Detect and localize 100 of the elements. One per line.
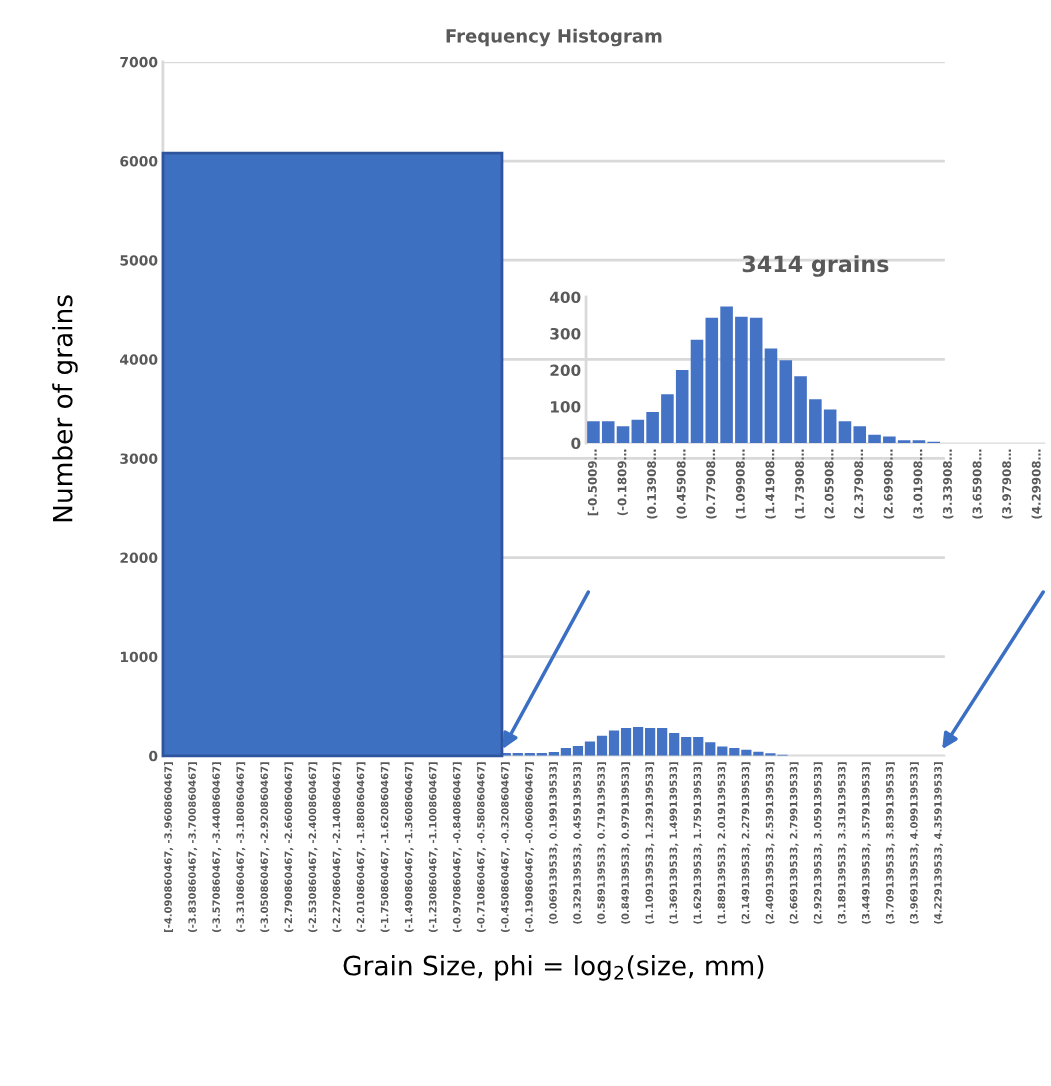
x-tick-label: (-3.830860467, -3.700860467] xyxy=(188,762,198,933)
chart-title: Frequency Histogram xyxy=(446,28,662,47)
x-tick-label: (3.65908… xyxy=(972,449,983,519)
x-tick-label: (2.409139533, 2.539139533] xyxy=(765,762,775,924)
bar xyxy=(645,727,656,756)
bar xyxy=(794,376,807,444)
x-tick-label: [-4.090860467, -3.960860467] xyxy=(164,762,174,933)
x-tick-label: (-3.050860467, -2.920860467] xyxy=(260,762,270,933)
bar xyxy=(705,317,719,444)
bar xyxy=(912,440,926,444)
bar xyxy=(838,421,852,444)
x-tick-label: (-0.710860467, -0.580860467] xyxy=(476,762,486,933)
bar xyxy=(620,727,632,756)
bar xyxy=(675,370,689,444)
x-tick-label: [-0.5009… xyxy=(587,449,599,516)
bar xyxy=(681,737,692,756)
bar xyxy=(646,412,659,444)
bar xyxy=(809,399,822,444)
bar xyxy=(705,742,716,756)
x-tick-label: (0.329139533, 0.459139533] xyxy=(573,762,583,924)
x-tick-label: (-1.230860467, -1.100860467] xyxy=(428,762,438,933)
x-tick-label: (-1.490860467, -1.360860467] xyxy=(404,762,414,933)
bar xyxy=(608,730,620,756)
x-tick-label: (-2.010860467, -1.880860467] xyxy=(356,762,366,933)
bar xyxy=(657,727,668,756)
bar xyxy=(587,421,600,444)
y-tick-label: 2000 xyxy=(120,552,158,564)
x-tick-label: (3.449139533, 3.579139533] xyxy=(861,762,871,924)
bar xyxy=(669,732,680,756)
bar xyxy=(632,726,644,756)
x-tick-label: (0.589139533, 0.719139533] xyxy=(597,762,607,924)
bar xyxy=(764,348,778,444)
x-tick-label: (2.05908… xyxy=(824,449,835,519)
bar xyxy=(690,339,704,444)
chart-title: 3414 grains xyxy=(742,255,889,277)
bar xyxy=(661,394,674,444)
x-tick-label: (1.629139533, 1.759139533] xyxy=(693,762,703,924)
x-tick-label: (2.69908… xyxy=(883,449,895,519)
x-tick-label: (4.29908… xyxy=(1031,449,1043,519)
x-tick-label: (0.77908… xyxy=(706,449,717,519)
x-tick-label: (-1.750860467, -1.620860467] xyxy=(380,762,390,933)
bar xyxy=(883,436,896,444)
x-tick-label: (-3.310860467, -3.180860467] xyxy=(236,762,246,933)
y-tick-label: 400 xyxy=(549,291,581,304)
x-axis-title: Grain Size, phi = log$_{2}$(size, mm) xyxy=(343,955,764,981)
bar xyxy=(735,316,748,444)
y-tick-label: 300 xyxy=(550,328,581,340)
bar xyxy=(601,421,615,444)
x-tick-label: (-2.790860467, -2.660860467] xyxy=(284,762,294,933)
x-tick-label: (2.929139533, 3.059139533] xyxy=(813,762,823,924)
bar xyxy=(720,306,733,444)
x-tick-label: (-0.1809… xyxy=(617,449,628,516)
bar xyxy=(717,746,728,756)
x-tick-label: (1.889139533, 2.019139533] xyxy=(717,762,727,924)
bar xyxy=(596,735,608,756)
x-tick-label: (3.97908… xyxy=(1002,449,1013,519)
y-tick-label: 6000 xyxy=(120,156,158,167)
x-tick-label: (1.09908… xyxy=(735,449,747,519)
x-tick-label: (-2.270860467, -2.140860467] xyxy=(332,762,342,933)
bar xyxy=(779,360,793,444)
x-tick-label: (3.01908… xyxy=(913,449,924,519)
x-tick-label: (0.45908… xyxy=(676,449,688,519)
x-tick-label: (-3.570860467, -3.440860467] xyxy=(212,762,222,933)
y-axis-title: Number of grains xyxy=(52,295,78,522)
x-tick-label: (-2.530860467, -2.400860467] xyxy=(308,762,318,933)
x-tick-label: (3.969139533, 4.099139533] xyxy=(909,762,919,924)
x-tick-label: (3.709139533, 3.839139533] xyxy=(885,762,895,924)
x-tick-label: (0.13908… xyxy=(646,449,658,519)
y-tick-label: 100 xyxy=(551,401,581,413)
x-tick-label: (-0.970860467, -0.840860467] xyxy=(452,762,462,933)
x-tick-label: (1.41908… xyxy=(765,449,776,519)
x-tick-label: (1.369139533, 1.499139533] xyxy=(669,762,679,924)
y-tick-label: 4000 xyxy=(120,354,158,365)
x-tick-label: (2.149139533, 2.279139533] xyxy=(741,762,751,924)
x-tick-label: (2.37908… xyxy=(854,449,865,519)
x-tick-label: (1.109139533, 1.239139533] xyxy=(645,762,655,924)
bar xyxy=(749,317,763,444)
x-tick-label: (3.33908… xyxy=(942,449,954,519)
bar xyxy=(693,737,704,756)
x-tick-label: (0.069139533, 0.199139533] xyxy=(549,762,559,924)
x-tick-label: (4.229139533, 4.359139533] xyxy=(933,762,944,924)
bar xyxy=(823,409,837,444)
y-tick-label: 200 xyxy=(550,364,581,377)
y-tick-label: 7000 xyxy=(120,56,158,68)
y-tick-label: 0 xyxy=(149,750,158,762)
bar xyxy=(631,419,645,444)
y-tick-label: 1000 xyxy=(120,651,158,663)
y-tick-label: 0 xyxy=(571,437,581,450)
x-tick-label: (0.849139533, 0.979139533] xyxy=(621,762,631,924)
bar xyxy=(584,741,596,756)
bar xyxy=(616,426,630,444)
x-tick-label: (-0.190860467, -0.060860467] xyxy=(524,762,534,933)
y-tick-label: 3000 xyxy=(120,453,158,464)
bar xyxy=(853,426,867,444)
x-tick-label: (1.73908… xyxy=(794,449,806,519)
x-tick-label: (-0.450860467, -0.320860467] xyxy=(500,762,510,933)
bar xyxy=(868,434,881,444)
bar xyxy=(897,440,911,444)
x-tick-label: (3.189139533, 3.319139533] xyxy=(837,762,847,924)
x-tick-label: (2.669139533, 2.799139533] xyxy=(789,762,799,924)
